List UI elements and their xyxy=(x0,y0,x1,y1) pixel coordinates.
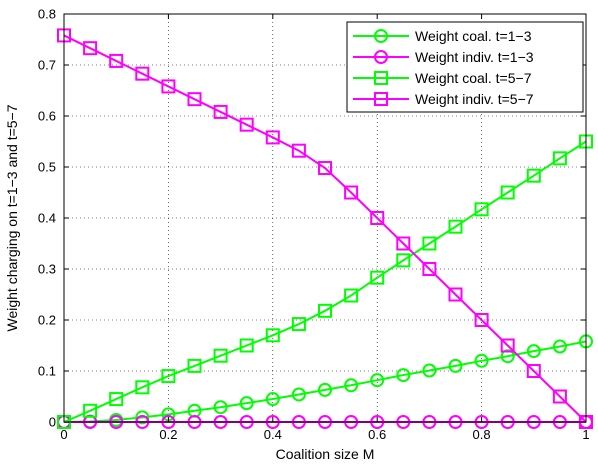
series-4 xyxy=(57,28,593,429)
data-point xyxy=(396,368,411,383)
series-3 xyxy=(57,134,593,429)
data-point xyxy=(135,410,150,425)
data-point xyxy=(213,104,228,119)
data-point xyxy=(370,211,385,225)
data-point xyxy=(448,287,463,302)
data-point xyxy=(500,349,515,364)
data-point xyxy=(161,369,176,384)
data-point xyxy=(239,117,254,132)
series-layer xyxy=(57,28,593,429)
data-point xyxy=(422,262,437,276)
data-point xyxy=(448,219,463,234)
y-tick-label: 0.4 xyxy=(38,211,56,226)
series-line xyxy=(63,140,587,423)
data-point xyxy=(291,317,306,332)
data-point xyxy=(396,236,411,251)
y-tick-label: 0.1 xyxy=(38,364,56,379)
data-point xyxy=(500,185,515,200)
y-tick-label: 0.5 xyxy=(38,160,56,175)
legend-label: Weight coal. t=5−7 xyxy=(415,70,532,86)
data-point xyxy=(265,392,280,407)
legend-marker xyxy=(374,71,388,85)
data-point xyxy=(526,344,541,359)
y-tick-label: 0.8 xyxy=(38,7,56,22)
axis-ticks: 0 0.2 0.4 0.6 0.8 1 0 0.1 0.2 0.3 0.4 0.5 0.6 0.7 0.8 xyxy=(38,7,590,443)
x-tick-label: 1 xyxy=(582,427,589,442)
data-point xyxy=(213,348,228,363)
data-point xyxy=(239,338,254,353)
data-point xyxy=(500,338,515,353)
data-point xyxy=(422,363,437,378)
data-point xyxy=(552,389,567,404)
x-tick-label: 0 xyxy=(60,427,67,442)
series-line xyxy=(63,340,587,423)
data-point xyxy=(396,253,411,268)
data-point xyxy=(83,403,98,418)
data-point xyxy=(109,53,124,68)
y-tick-label: 0.2 xyxy=(38,313,56,328)
x-tick-label: 0.6 xyxy=(368,427,386,442)
data-point xyxy=(344,185,359,200)
data-point xyxy=(291,387,306,402)
data-point xyxy=(344,378,359,393)
data-point xyxy=(135,380,150,395)
legend-label: Weight coal. t=1−3 xyxy=(415,28,532,44)
data-point xyxy=(370,373,385,388)
legend-marker xyxy=(374,50,388,64)
data-point xyxy=(344,288,359,303)
data-point xyxy=(552,151,567,166)
data-point xyxy=(109,392,124,407)
data-point xyxy=(552,339,567,354)
legend-marker xyxy=(374,29,388,43)
data-point xyxy=(187,358,202,373)
data-point xyxy=(265,328,280,343)
data-point xyxy=(474,313,489,327)
data-point xyxy=(448,358,463,373)
x-tick-label: 0.8 xyxy=(473,427,491,442)
data-point xyxy=(213,400,228,415)
data-point xyxy=(291,143,306,158)
data-point xyxy=(370,270,385,285)
data-point xyxy=(422,236,437,251)
series-line xyxy=(63,34,587,423)
data-point xyxy=(161,79,176,94)
y-tick-label: 0 xyxy=(49,415,56,430)
legend-label: Weight indiv. t=1−3 xyxy=(415,49,534,65)
data-point xyxy=(239,396,254,411)
x-tick-label: 0.2 xyxy=(159,427,177,442)
data-point xyxy=(318,161,332,176)
data-point xyxy=(318,303,332,318)
data-point xyxy=(526,364,541,378)
x-axis-label: Coalition size M xyxy=(276,446,375,462)
data-point xyxy=(474,202,489,217)
data-point xyxy=(474,353,489,368)
y-tick-label: 0.3 xyxy=(38,262,56,277)
y-tick-label: 0.7 xyxy=(38,58,56,73)
data-point xyxy=(526,168,541,183)
data-point xyxy=(187,92,202,107)
data-point xyxy=(83,41,98,56)
legend-marker xyxy=(374,92,388,106)
x-tick-label: 0.4 xyxy=(264,427,282,442)
y-axis-label: Weight charging on t=1−3 and t=5−7 xyxy=(4,104,20,331)
data-point xyxy=(265,130,280,145)
data-point xyxy=(318,382,332,397)
legend-label: Weight indiv. t=5−7 xyxy=(415,91,534,107)
legend: Weight coal. t=1−3 Weight indiv. t=1−3 Wei… xyxy=(346,21,584,113)
y-tick-label: 0.6 xyxy=(38,109,56,124)
data-point xyxy=(135,66,150,81)
